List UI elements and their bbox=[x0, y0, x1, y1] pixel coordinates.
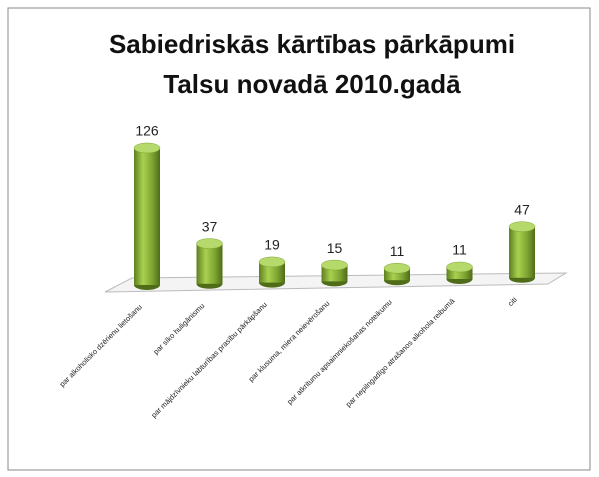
bar bbox=[134, 148, 160, 285]
bar bbox=[446, 267, 473, 279]
bar bbox=[384, 268, 410, 281]
cylinder-top bbox=[133, 142, 161, 154]
bar bbox=[259, 261, 285, 283]
value-label: 19 bbox=[264, 237, 280, 253]
bar bbox=[509, 226, 535, 278]
value-label: 126 bbox=[135, 123, 159, 139]
chart-subtitle: Talsu novadā 2010.gadā bbox=[163, 69, 461, 99]
value-label: 11 bbox=[452, 242, 467, 258]
cylinder-top bbox=[508, 221, 536, 232]
value-label: 11 bbox=[390, 243, 405, 259]
bar bbox=[196, 243, 223, 284]
value-label: 15 bbox=[327, 240, 343, 256]
value-label: 47 bbox=[514, 201, 530, 217]
cylinder-top bbox=[196, 238, 223, 249]
value-label: 37 bbox=[202, 218, 218, 234]
cylinder-top bbox=[258, 256, 286, 268]
chart-frame bbox=[7, 7, 591, 471]
chart-title: Sabiedriskās kārtības pārkāpumi bbox=[109, 29, 515, 59]
cylinder-top bbox=[383, 262, 411, 274]
cylinder-top bbox=[321, 259, 348, 271]
cylinder-top bbox=[446, 261, 473, 273]
